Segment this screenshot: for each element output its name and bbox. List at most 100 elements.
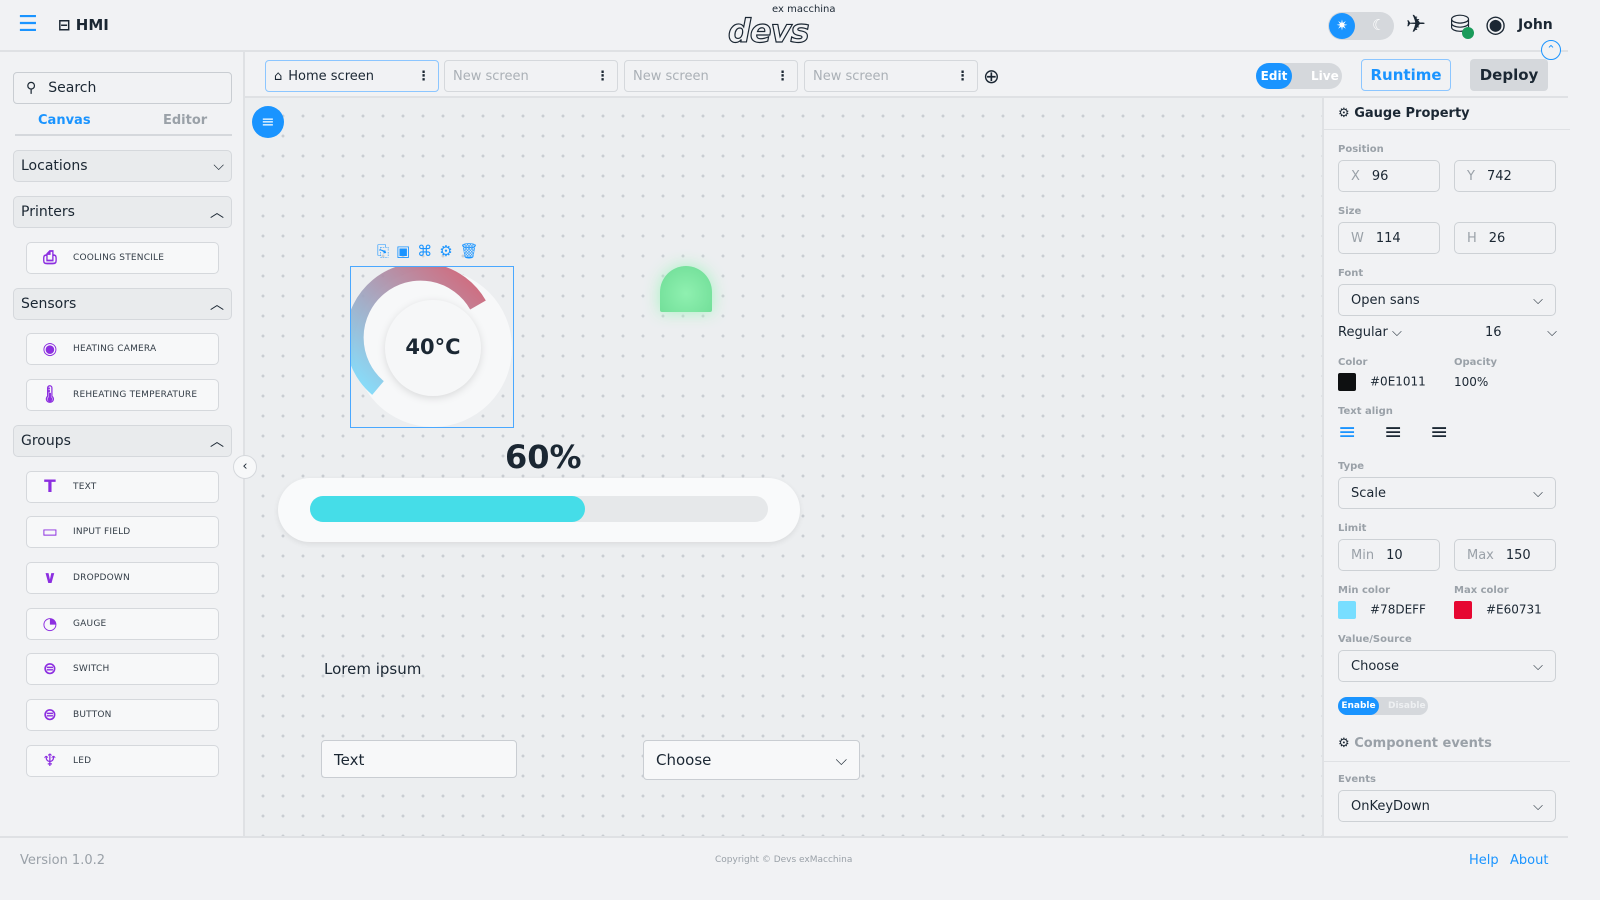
theme-toggle[interactable]: ✷ ☾ <box>1328 12 1394 40</box>
user-name[interactable]: John <box>1518 17 1553 33</box>
font-weight-select[interactable]: Regular ⌵ <box>1338 325 1402 340</box>
led-icon: ♆ <box>42 751 58 771</box>
enable-disable-toggle[interactable]: Enable Disable <box>1338 697 1428 715</box>
list-item-reheating-temperature[interactable]: 🌡 REHEATING TEMPERATURE <box>26 379 219 411</box>
divider <box>1324 761 1570 762</box>
tab-menu-icon[interactable]: ⋮ <box>596 68 609 84</box>
max-color-picker[interactable]: #E60731 <box>1454 601 1542 619</box>
tab-canvas[interactable]: Canvas <box>38 113 91 128</box>
input-field-icon: ▭ <box>41 522 59 542</box>
edit-live-toggle[interactable]: Edit Live <box>1256 63 1342 89</box>
list-item-input-field[interactable]: ▭ INPUT FIELD <box>26 516 219 548</box>
tab-menu-icon[interactable]: ⋮ <box>776 68 789 84</box>
devs-logo: ex macchina devs <box>727 4 836 51</box>
mode-live[interactable]: Live <box>1311 69 1339 83</box>
list-item-button[interactable]: ⊜ BUTTON <box>26 699 219 731</box>
runtime-button[interactable]: Runtime <box>1361 59 1451 91</box>
list-item-text[interactable]: T TEXT <box>26 471 219 503</box>
gauge-dial <box>351 267 512 427</box>
input-field-widget[interactable]: Text <box>321 740 517 778</box>
property-panel: ⚙ Gauge Property Position X 96 Y 742 Size … <box>1322 98 1570 836</box>
menu-document-icon[interactable]: ☰ <box>18 12 38 37</box>
tab-new-screen[interactable]: New screen ⋮ <box>444 60 618 92</box>
tab-new-screen[interactable]: New screen ⋮ <box>804 60 978 92</box>
sun-icon: ✷ <box>1329 13 1355 39</box>
chevron-down-icon: ⌵ <box>1533 292 1543 308</box>
gauge-toolbar: ⎘▣⌘⚙🗑 <box>377 242 486 260</box>
tab-home-screen[interactable]: ⌂ Home screen ⋮ <box>265 60 439 92</box>
height-field[interactable]: H 26 <box>1454 222 1556 254</box>
opacity-value[interactable]: 100% <box>1454 375 1489 389</box>
chevron-up-icon: ︿ <box>210 434 224 450</box>
list-item-heating-camera[interactable]: ◉ HEATING CAMERA <box>26 333 219 365</box>
deploy-button[interactable]: Deploy <box>1470 59 1548 91</box>
user-icon[interactable]: ◉ <box>1485 10 1506 38</box>
gauge-icon: ◔ <box>42 614 58 634</box>
type-select[interactable]: Scale ⌵ <box>1338 477 1556 509</box>
mode-edit[interactable]: Edit <box>1256 63 1292 89</box>
button-icon: ⊜ <box>42 705 58 725</box>
progress-fill <box>310 496 585 522</box>
chevron-down-icon: ⌵ <box>1547 325 1557 340</box>
font-select[interactable]: Open sans ⌵ <box>1338 284 1556 316</box>
footer: Version 1.0.2 Copyright © Devs exMacchin… <box>0 836 1568 882</box>
align-right-icon[interactable]: ≡ <box>1430 420 1449 445</box>
text-widget[interactable]: Lorem ipsum <box>324 660 422 678</box>
list-item-led[interactable]: ♆ LED <box>26 745 219 777</box>
app-name: ⊟ HMI <box>58 16 109 34</box>
section-groups[interactable]: Groups ︿ <box>13 425 232 457</box>
help-link[interactable]: Help <box>1469 853 1499 868</box>
chevron-up-icon: ︿ <box>210 205 224 221</box>
dropdown-widget[interactable]: Choose ⌵ <box>643 740 860 780</box>
search-input[interactable]: ⚲ Search <box>13 72 232 104</box>
disable-option[interactable]: Disable <box>1388 701 1426 711</box>
align-left-icon[interactable]: ≡ <box>1338 420 1357 445</box>
canvas-menu-button[interactable]: ≡ <box>252 106 284 138</box>
canvas[interactable]: ≡ ‹ ⎘▣⌘⚙🗑 40°C 60% Lorem ipsum Text Choo… <box>233 98 1322 836</box>
section-locations[interactable]: Locations ⌵ <box>13 150 232 182</box>
pin-icon[interactable]: ✈ <box>1406 10 1427 38</box>
color-picker[interactable]: #0E1011 <box>1338 373 1426 391</box>
tab-divider <box>15 134 232 136</box>
webcam-icon: ◉ <box>42 339 58 359</box>
width-field[interactable]: W 114 <box>1338 222 1440 254</box>
resize-icon[interactable]: ▣ <box>396 242 418 260</box>
collapse-sidebar-button[interactable]: ‹ <box>233 455 257 479</box>
gauge-widget[interactable]: 40°C <box>350 266 514 428</box>
x-field[interactable]: X 96 <box>1338 160 1440 192</box>
source-select[interactable]: Choose ⌵ <box>1338 650 1556 682</box>
events-select[interactable]: OnKeyDown ⌵ <box>1338 790 1556 822</box>
list-item-gauge[interactable]: ◔ GAUGE <box>26 608 219 640</box>
list-item-switch[interactable]: ⊜ SWITCH <box>26 653 219 685</box>
collapse-header-button[interactable]: ⌃ <box>1541 40 1561 60</box>
min-field[interactable]: Min 10 <box>1338 539 1440 571</box>
add-screen-icon[interactable]: ⊕ <box>983 64 1000 88</box>
list-item-cooling-stencile[interactable]: ⎙ COOLING STENCILE <box>26 242 219 274</box>
tab-menu-icon[interactable]: ⋮ <box>417 68 430 84</box>
enable-option[interactable]: Enable <box>1338 697 1379 715</box>
color-swatch <box>1338 373 1356 391</box>
trash-icon[interactable]: 🗑 <box>459 242 486 260</box>
gear-icon[interactable]: ⚙ <box>439 242 460 260</box>
led-indicator[interactable] <box>660 266 712 312</box>
section-printers[interactable]: Printers ︿ <box>13 196 232 228</box>
y-field[interactable]: Y 742 <box>1454 160 1556 192</box>
progress-widget[interactable] <box>278 478 800 542</box>
thermometer-icon: 🌡 <box>39 385 61 405</box>
about-link[interactable]: About <box>1510 853 1549 868</box>
text-icon: T <box>44 477 56 497</box>
list-item-dropdown[interactable]: ∨ DROPDOWN <box>26 562 219 594</box>
max-field[interactable]: Max 150 <box>1454 539 1556 571</box>
panel-title: ⚙ Gauge Property <box>1324 98 1570 130</box>
group-icon[interactable]: ⌘ <box>417 242 440 260</box>
tab-editor[interactable]: Editor <box>163 113 208 128</box>
min-color-picker[interactable]: #78DEFF <box>1338 601 1426 619</box>
copy-icon[interactable]: ⎘ <box>377 242 397 260</box>
font-size-select[interactable]: 16 ⌵ <box>1485 325 1557 340</box>
copyright: Copyright © Devs exMacchina <box>715 855 853 865</box>
tab-new-screen[interactable]: New screen ⋮ <box>624 60 798 92</box>
align-center-icon[interactable]: ≡ <box>1384 420 1403 445</box>
database-icon[interactable]: ⛁ <box>1450 10 1474 39</box>
section-sensors[interactable]: Sensors ︿ <box>13 288 232 320</box>
tab-menu-icon[interactable]: ⋮ <box>956 68 969 84</box>
